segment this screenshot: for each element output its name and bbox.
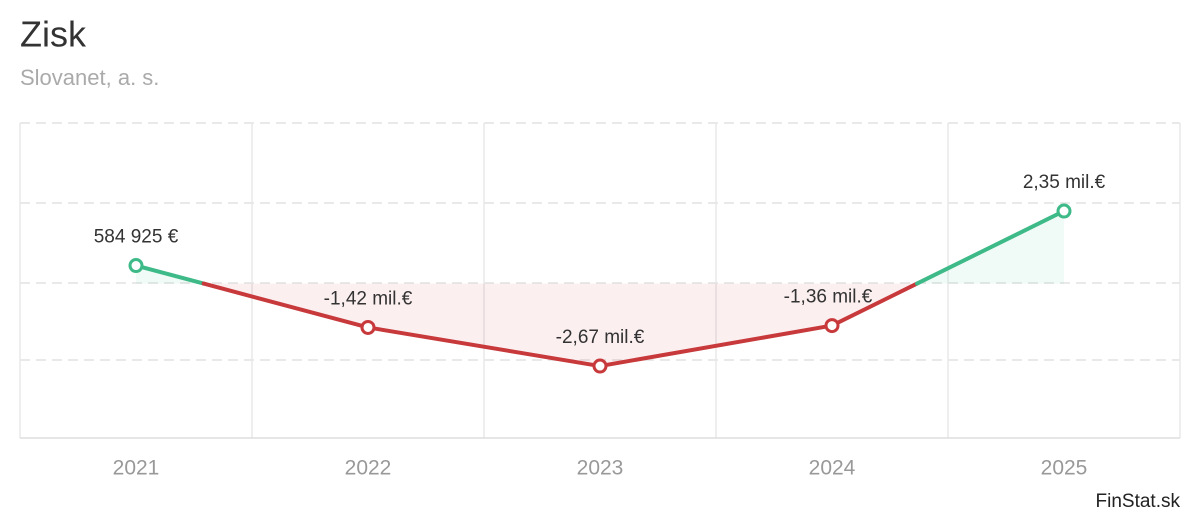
- point: [824, 318, 840, 334]
- value-label: -1,42 mil.€: [324, 288, 413, 309]
- area: [600, 283, 832, 367]
- line-segment: [598, 323, 834, 369]
- point: [1056, 203, 1072, 219]
- area: [368, 283, 600, 367]
- chart-title: Zisk: [20, 14, 87, 55]
- line-segment: [915, 209, 1066, 286]
- x-tick-label: 2023: [577, 457, 624, 480]
- x-tick-label: 2024: [809, 457, 856, 480]
- point: [360, 319, 376, 335]
- plot-frame: [19, 122, 1181, 439]
- value-label: -2,67 mil.€: [556, 327, 645, 348]
- line-segment: [366, 325, 602, 369]
- chart-subtitle: Slovanet, a. s.: [20, 65, 159, 90]
- value-label: 2,35 mil.€: [1023, 172, 1106, 193]
- x-tick-label: 2025: [1041, 457, 1088, 480]
- line-segment: [134, 263, 206, 286]
- value-label: -1,36 mil.€: [784, 287, 873, 308]
- point: [592, 358, 608, 374]
- x-tick-label: 2021: [113, 457, 160, 480]
- x-tick-label: 2022: [345, 457, 392, 480]
- line-segment: [830, 281, 920, 328]
- line-segment: [201, 281, 370, 330]
- credit: FinStat.sk: [1096, 491, 1181, 512]
- point: [128, 258, 144, 274]
- value-label: 584 925 €: [94, 227, 179, 248]
